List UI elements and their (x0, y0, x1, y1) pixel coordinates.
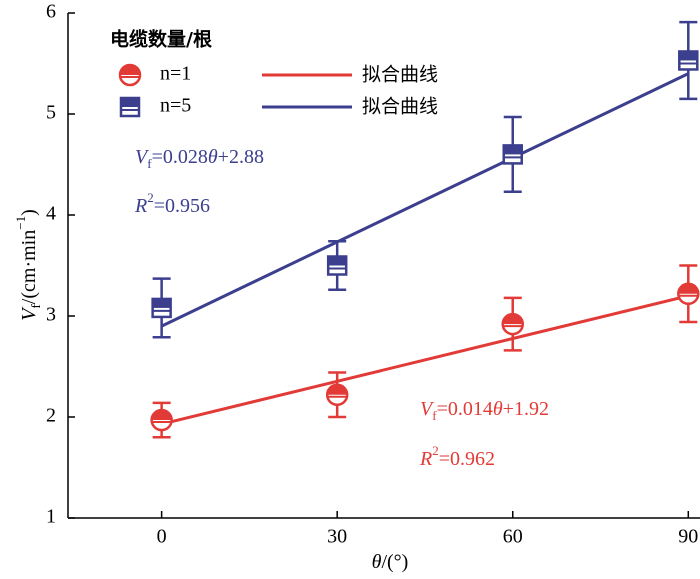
marker (150, 408, 173, 432)
marker (119, 96, 141, 118)
annotation-part: R (419, 448, 432, 470)
y-tick-label: 4 (46, 203, 56, 225)
marker-fill (502, 314, 523, 325)
x-axis-title: θ/(°) (372, 551, 409, 573)
marker-fill (678, 283, 699, 294)
marker-fill (679, 51, 698, 61)
annotation-part: =0.028 (152, 146, 208, 168)
fit-line (160, 72, 689, 328)
marker (118, 63, 142, 87)
annotation: Vf=0.028θ+2.88 (135, 146, 264, 172)
marker (502, 144, 523, 165)
legend-title: 电缆数量/根 (110, 28, 212, 51)
legend-label: 拟合曲线 (362, 64, 438, 86)
fit-line (161, 294, 689, 426)
x-axis-title-part: θ (372, 551, 382, 573)
y-axis-title-part: /(cm·min (18, 230, 40, 304)
marker-fill (152, 298, 171, 308)
y-axis-title-part: −1 (13, 216, 28, 230)
y-axis-title-part: f (28, 304, 43, 309)
annotation-part: =0.956 (154, 195, 210, 217)
x-tick-label: 60 (503, 526, 523, 548)
annotation-part: R (134, 195, 147, 217)
y-tick-label: 1 (46, 506, 56, 528)
marker (501, 312, 524, 336)
y-axis-title: Vf/(cm·min−1) (13, 209, 43, 321)
annotation-part: V (420, 398, 435, 420)
annotation-part: f (147, 156, 152, 171)
annotation-part: f (432, 408, 437, 423)
annotation-part: θ (208, 146, 218, 168)
marker-fill (120, 65, 140, 75)
marker (326, 255, 348, 276)
annotation: Vf=0.014θ+1.92 (420, 398, 549, 424)
marker-fill (328, 256, 347, 266)
y-tick-label: 3 (46, 304, 56, 326)
marker (677, 282, 700, 306)
y-tick-label: 6 (46, 1, 56, 23)
y-tick-label: 2 (46, 405, 56, 427)
annotation: R2=0.956 (134, 190, 210, 216)
annotation-part: =0.014 (437, 398, 493, 420)
annotation-part: +1.92 (503, 398, 549, 420)
annotation-part: =0.962 (439, 448, 495, 470)
y-axis-title-part: V (18, 306, 40, 321)
x-tick-label: 90 (678, 526, 698, 548)
y-axis-title-part: ) (18, 209, 40, 216)
marker (325, 383, 349, 407)
legend-label: n=1 (160, 63, 191, 85)
annotation-part: 2 (147, 190, 154, 205)
legend-label: 拟合曲线 (362, 96, 438, 118)
x-tick-label: 0 (157, 526, 167, 548)
annotation-part: +2.88 (218, 146, 264, 168)
annotation-part: θ (493, 398, 503, 420)
annotation-part: 2 (432, 443, 439, 458)
x-axis-title-part: /(°) (381, 551, 408, 573)
marker (678, 50, 699, 71)
annotation-part: V (135, 146, 150, 168)
marker (151, 297, 172, 319)
marker-fill (503, 145, 522, 155)
x-tick-label: 30 (327, 526, 347, 548)
legend-label: n=5 (160, 95, 191, 117)
marker-fill (327, 384, 348, 395)
annotation: R2=0.962 (419, 443, 495, 469)
marker-fill (121, 98, 139, 107)
y-tick-label: 5 (46, 102, 56, 124)
marker-fill (151, 410, 172, 421)
